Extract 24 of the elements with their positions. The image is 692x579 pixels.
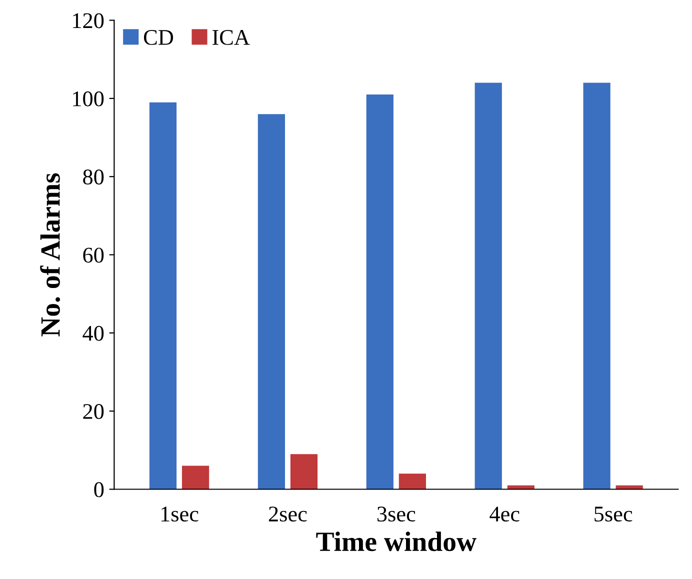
x-tick-label: 4ec [490,506,520,522]
x-tick-label: 3sec [377,506,416,522]
x-tick-label: 1sec [161,506,198,522]
y-tick-label: 120 [73,13,104,28]
legend-label: ICA [212,30,250,45]
y-tick-label: 80 [83,170,104,185]
x-tick-label: 2sec [268,506,307,522]
legend-label: CD [144,30,174,45]
x-axis-title: Time window [316,532,476,552]
bar [290,454,318,490]
y-tick-label: 100 [73,91,104,106]
bar [474,82,502,490]
bar [182,466,210,490]
x-tick-label: 5sec [594,506,632,522]
y-tick-label: 40 [82,326,104,341]
y-axis-title: No. of Alarms [40,173,60,336]
bar [398,474,426,490]
bar [149,102,177,490]
bar [583,82,610,490]
y-tick-label: 20 [83,404,104,420]
y-tick-label: 60 [83,248,104,263]
bar [366,94,394,490]
y-tick-label: 0 [94,482,104,498]
bar [258,114,285,490]
